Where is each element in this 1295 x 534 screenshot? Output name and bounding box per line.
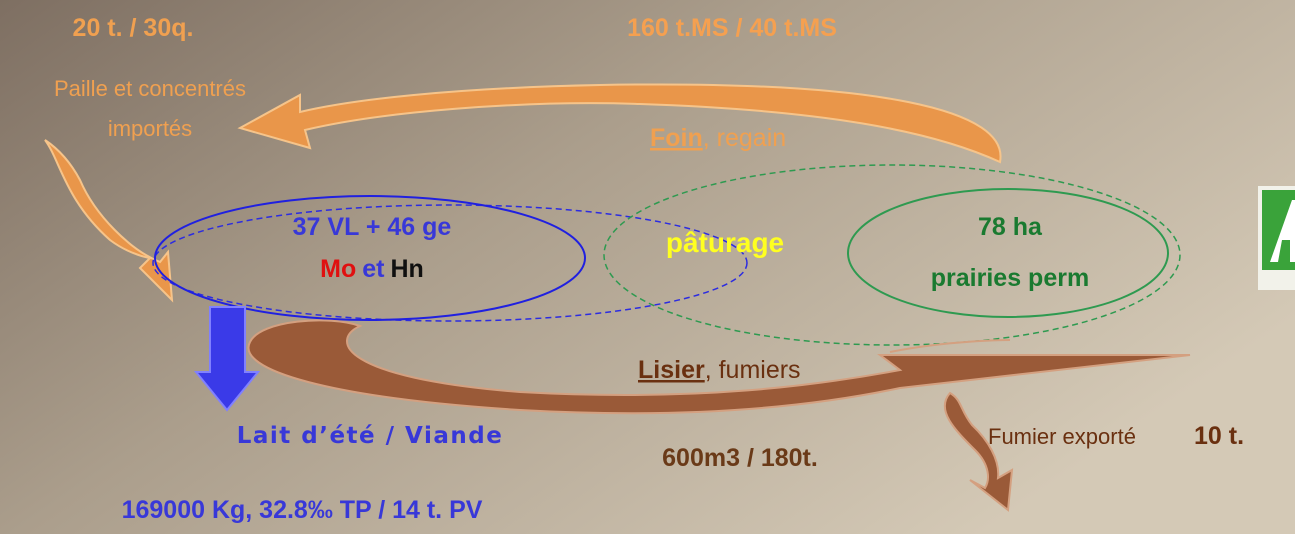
breed: Mo — [320, 255, 356, 283]
import-label: Paille et concentrés — [54, 76, 246, 101]
manure-main: Lisier — [638, 356, 705, 384]
manure-label: Lisier, fumiers — [638, 356, 801, 384]
export-label: Fumier exporté — [988, 424, 1136, 449]
export-arrow — [943, 391, 1014, 512]
hay-label: Foin, regain — [650, 124, 786, 152]
output-label: Lait d’été / Viande — [237, 423, 504, 449]
manure-arrow — [247, 319, 1191, 415]
meadow-area: 78 ha — [978, 213, 1043, 241]
import-label: importés — [108, 116, 192, 141]
hay-rest: , regain — [703, 124, 786, 152]
import-quantity: 20 t. / 30q. — [73, 14, 194, 42]
meadow-type: prairies perm — [931, 264, 1089, 292]
export-quantity: 10 t. — [1194, 422, 1244, 450]
breed: Hn — [391, 255, 424, 283]
manure-arrow-edge — [889, 339, 1011, 353]
hay-quantity: 160 t.MS / 40 t.MS — [627, 14, 837, 42]
grazing-area-dashed — [603, 164, 1181, 346]
herd-size: 37 VL + 46 ge — [293, 213, 452, 241]
herd-ellipse — [154, 195, 586, 321]
output-arrow — [193, 306, 261, 412]
herd-breeds: Mo et Hn — [320, 255, 424, 283]
meadow-ellipse — [847, 188, 1169, 318]
hay-arrow — [237, 83, 1002, 164]
grazing: pâturage — [666, 227, 784, 258]
logo-letter — [1270, 200, 1295, 262]
output-quantity: 169000 Kg, 32.8‰ TP / 14 t. PV — [122, 496, 483, 524]
manure-rest: , fumiers — [705, 356, 801, 384]
herd-area-dashed — [152, 204, 748, 322]
import-arrow — [44, 139, 174, 303]
breed-joiner: et — [362, 255, 385, 283]
manure-quantity: 600m3 / 180t. — [662, 444, 818, 472]
hay-main: Foin — [650, 124, 703, 152]
